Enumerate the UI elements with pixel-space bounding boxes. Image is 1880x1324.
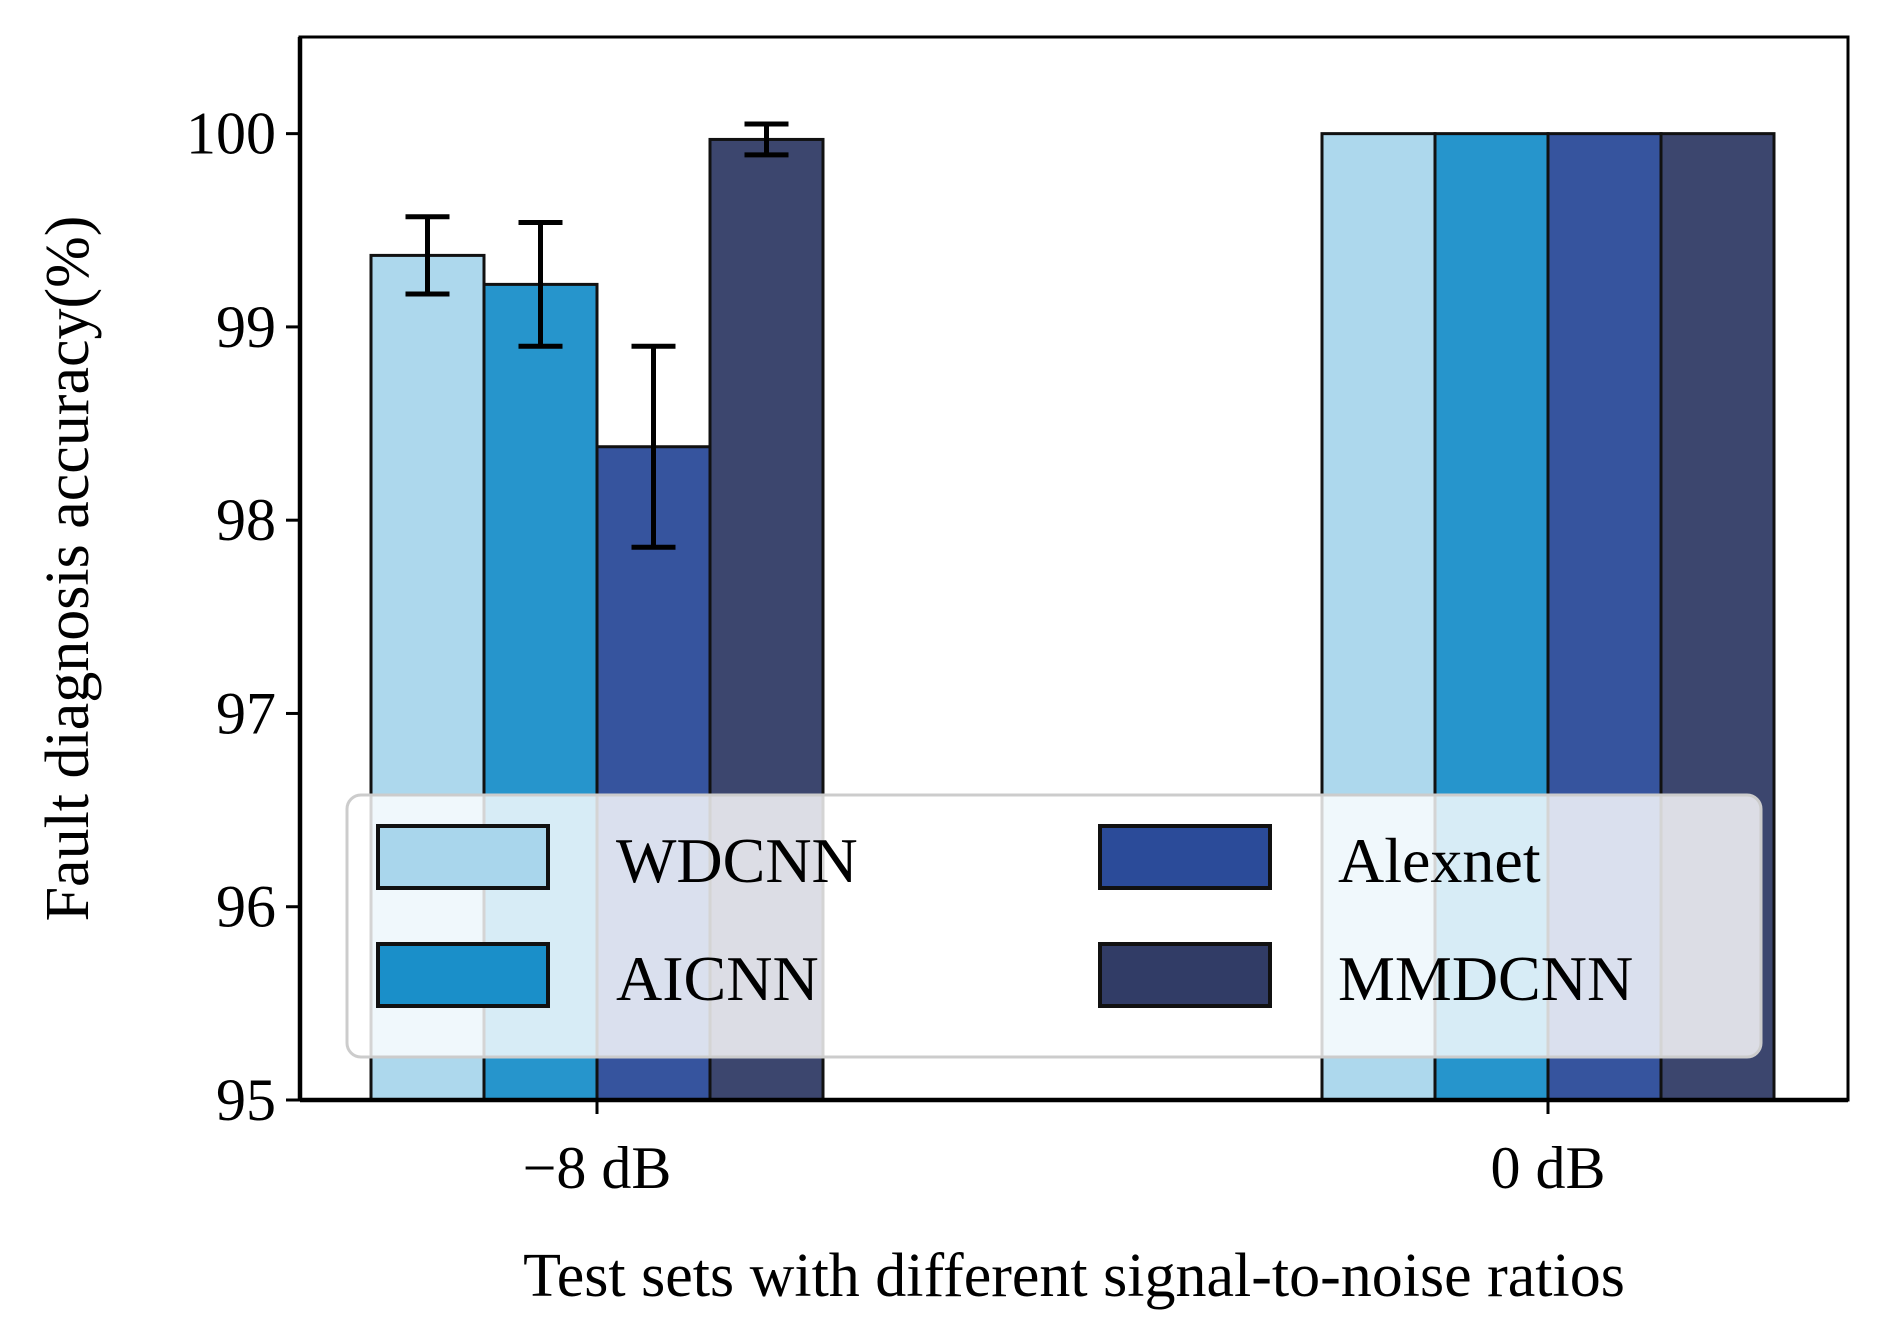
- legend-box: [345, 793, 1763, 1059]
- legend: WDCNN AICNN Alexnet MMDCNN: [345, 793, 1763, 1059]
- legend-swatch-aicnn: [376, 942, 550, 1008]
- legend-label-mmdcnn: MMDCNN: [1338, 943, 1633, 1014]
- y-tick-label-98: 98: [216, 487, 276, 553]
- axes-layer: 95 96 97 98 99 100 −8 dB 0 dB Test sets with dif…: [34, 35, 1850, 1310]
- legend-label-wdcnn: WDCNN: [616, 825, 858, 896]
- legend-swatch-alexnet: [1098, 824, 1272, 890]
- x-tick-label-1: 0 dB: [1490, 1135, 1605, 1201]
- legend-label-alexnet: Alexnet: [1338, 825, 1541, 896]
- y-axis-label: Fault diagnosis accuracy(%): [34, 216, 102, 922]
- y-tick-label-96: 96: [216, 874, 276, 940]
- legend-label-aicnn: AICNN: [616, 943, 819, 1014]
- x-tick-label-0: −8 dB: [523, 1135, 672, 1201]
- y-tick-label-99: 99: [216, 294, 276, 360]
- x-axis-label: Test sets with different signal-to-noise…: [523, 1242, 1625, 1310]
- y-tick-label-100: 100: [186, 101, 276, 167]
- y-tick-label-95: 95: [216, 1067, 276, 1133]
- legend-swatch-wdcnn: [376, 824, 550, 890]
- error-bars-layer: [405, 121, 789, 550]
- y-tick-label-97: 97: [216, 680, 276, 746]
- legend-swatch-mmdcnn: [1098, 942, 1272, 1008]
